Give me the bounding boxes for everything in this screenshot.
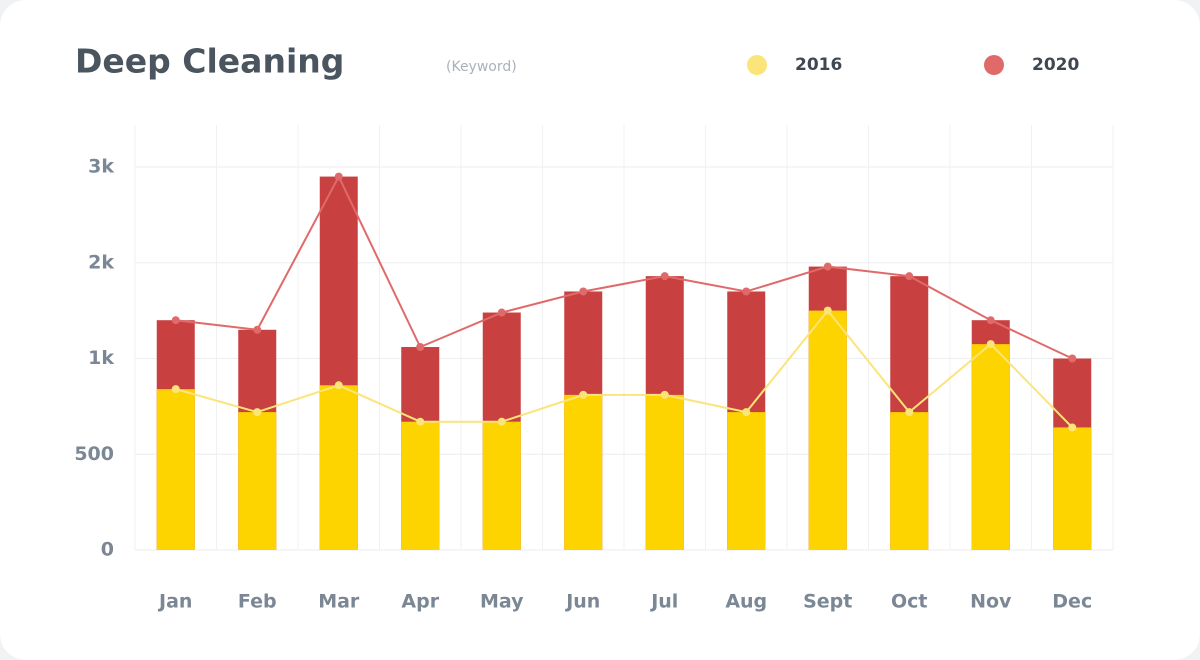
point bbox=[171, 316, 180, 325]
bar bbox=[319, 385, 358, 550]
line bbox=[175, 309, 1073, 429]
point bbox=[334, 172, 343, 181]
point bbox=[497, 417, 506, 426]
point bbox=[905, 272, 914, 281]
point bbox=[742, 287, 751, 296]
bar bbox=[971, 344, 1010, 550]
bar bbox=[564, 394, 603, 550]
point bbox=[1068, 354, 1077, 363]
point bbox=[986, 340, 995, 349]
point bbox=[742, 408, 751, 417]
y-tick-label: 3k bbox=[88, 156, 114, 178]
legend-label: 2016 bbox=[795, 55, 842, 75]
point bbox=[579, 390, 588, 399]
point bbox=[905, 408, 914, 417]
legend-swatch bbox=[747, 55, 767, 75]
bar bbox=[1053, 427, 1092, 550]
point bbox=[253, 325, 262, 334]
point bbox=[334, 381, 343, 390]
x-tick-label: Apr bbox=[401, 591, 439, 613]
line bbox=[175, 174, 1073, 360]
x-tick-label: Sept bbox=[803, 591, 852, 613]
point bbox=[497, 308, 506, 317]
legend-label: 2020 bbox=[1032, 55, 1079, 75]
x-tick-label: Mar bbox=[318, 591, 360, 613]
point bbox=[416, 417, 425, 426]
point bbox=[253, 408, 262, 417]
point bbox=[171, 385, 180, 394]
x-tick-label: Dec bbox=[1052, 591, 1092, 613]
point bbox=[1068, 423, 1077, 432]
chart-subtitle: (Keyword) bbox=[446, 59, 517, 75]
bar bbox=[890, 412, 929, 550]
bar bbox=[645, 394, 684, 550]
point bbox=[823, 262, 832, 271]
x-tick-label: Jul bbox=[649, 591, 678, 613]
point bbox=[416, 343, 425, 352]
bar bbox=[808, 310, 847, 550]
x-tick-label: Jun bbox=[564, 591, 600, 613]
point bbox=[986, 316, 995, 325]
x-tick-label: Nov bbox=[970, 591, 1012, 613]
bar bbox=[482, 421, 521, 550]
y-tick-label: 2k bbox=[88, 251, 114, 273]
x-tick-label: May bbox=[480, 591, 524, 613]
point bbox=[579, 287, 588, 296]
bar bbox=[156, 389, 195, 550]
bar bbox=[238, 412, 277, 550]
x-tick-label: Oct bbox=[891, 591, 928, 613]
y-tick-label: 1k bbox=[88, 347, 114, 369]
legend-swatch bbox=[984, 55, 1004, 75]
x-tick-label: Jan bbox=[157, 591, 192, 613]
x-tick-label: Aug bbox=[725, 591, 767, 613]
point bbox=[660, 272, 669, 281]
x-tick-label: Feb bbox=[238, 591, 277, 613]
bar bbox=[727, 412, 766, 550]
y-tick-label: 500 bbox=[74, 443, 114, 465]
chart-title: Deep Cleaning bbox=[75, 42, 344, 81]
y-tick-label: 0 bbox=[101, 539, 114, 561]
bar bbox=[401, 421, 440, 550]
point bbox=[823, 306, 832, 315]
point bbox=[660, 390, 669, 399]
